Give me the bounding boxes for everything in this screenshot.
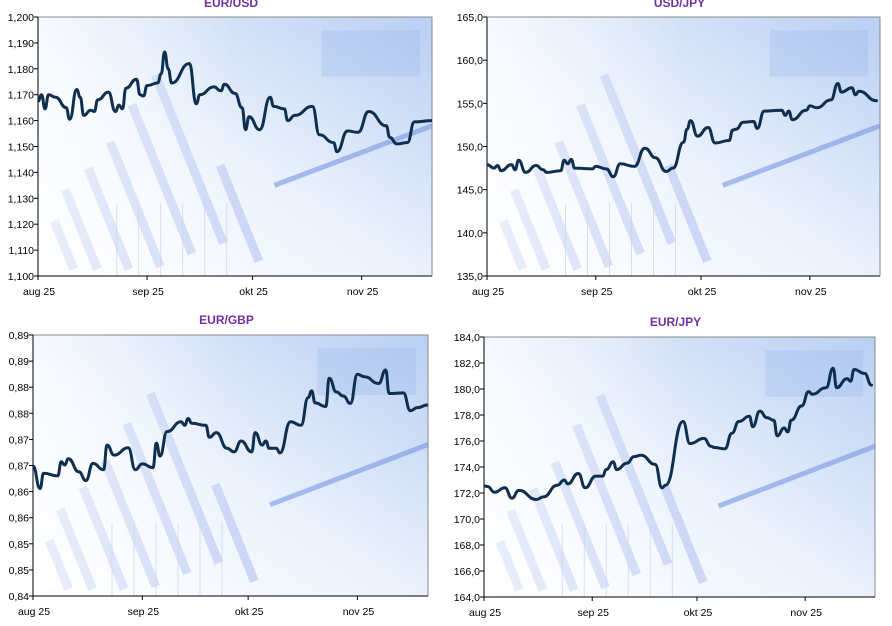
y-tick-label: 135,0 — [457, 271, 483, 283]
y-tick-label: 0,84 — [9, 591, 30, 603]
y-tick-label: 172,0 — [454, 488, 480, 500]
y-tick-label: 155,0 — [457, 98, 483, 110]
y-tick-label: 0,88 — [9, 408, 30, 420]
y-tick-label: 0,86 — [9, 513, 30, 525]
background-fade — [484, 337, 875, 597]
y-tick-label: 1,150 — [8, 142, 34, 154]
plot-background-image — [487, 17, 880, 276]
y-tick-label: 1,170 — [8, 90, 34, 102]
y-tick-label: 0,87 — [9, 461, 30, 473]
y-tick-label: 0,88 — [9, 382, 30, 394]
y-tick-label: 1,160 — [8, 116, 34, 128]
x-tick-label: sep 25 — [128, 606, 160, 618]
chart-usd-jpy: USD/JPY 135,0 140,0 145,0 150,0 155,0 160,0 165… — [457, 0, 881, 298]
chart-eur-jpy: EUR/JPY 164,0 166,0 168,0 170,0 172,0 174,0 176… — [454, 315, 876, 619]
x-tick-label: okt 25 — [688, 286, 717, 298]
series-line — [484, 366, 873, 501]
y-tick-label: 0,87 — [9, 434, 30, 446]
x-tick-label: okt 25 — [235, 606, 264, 618]
y-tick-label: 0,89 — [9, 356, 30, 368]
x-tick-label: aug 25 — [23, 286, 55, 298]
chart-title: EUR/GBP — [199, 313, 254, 327]
plot-background-image — [484, 337, 875, 597]
y-tick-label: 1,110 — [9, 245, 35, 257]
y-tick-label: 170,0 — [454, 514, 480, 526]
background-fade — [38, 17, 432, 276]
x-tick-label: nov 25 — [795, 286, 827, 298]
series-line — [38, 50, 432, 154]
y-tick-label: 164,0 — [454, 592, 480, 604]
x-tick-label: aug 25 — [472, 286, 504, 298]
y-tick-label: 178,0 — [454, 410, 480, 422]
chart-eur-usd: EUR/USD 1,100 1,110 1,120 1,130 1,140 1,150 1,1… — [8, 0, 433, 298]
y-tick-label: 176,0 — [454, 436, 480, 448]
y-tick-label: 1,120 — [8, 219, 34, 231]
chart-title: USD/JPY — [654, 0, 705, 10]
y-tick-label: 1,180 — [8, 64, 34, 76]
series-line — [33, 368, 428, 490]
y-tick-label: 166,0 — [454, 566, 480, 578]
background-fade — [487, 17, 880, 276]
y-tick-label: 174,0 — [454, 462, 480, 474]
y-tick-label: 165,0 — [457, 12, 483, 24]
y-tick-label: 182,0 — [454, 358, 480, 370]
x-tick-label: nov 25 — [347, 286, 379, 298]
y-tick-label: 0,89 — [9, 330, 30, 342]
x-tick-label: okt 25 — [239, 286, 268, 298]
y-tick-label: 150,0 — [457, 142, 483, 154]
x-tick-label: nov 25 — [790, 607, 822, 619]
y-tick-label: 168,0 — [454, 540, 480, 552]
y-tick-label: 1,190 — [8, 38, 34, 50]
chart-title: EUR/JPY — [650, 315, 701, 329]
y-tick-label: 1,130 — [8, 193, 34, 205]
y-tick-label: 0,86 — [9, 487, 30, 499]
series-line — [487, 82, 878, 179]
y-tick-label: 0,85 — [9, 565, 30, 577]
plot-background-image — [38, 17, 432, 276]
chart-title: EUR/USD — [204, 0, 258, 10]
chart-eur-gbp: EUR/GBP 0,84 0,85 0,85 0,86 0,86 0,87 0,87 0,88 0… — [9, 313, 429, 618]
x-tick-label: sep 25 — [581, 286, 613, 298]
y-tick-label: 140,0 — [457, 228, 483, 240]
x-tick-label: aug 25 — [18, 606, 50, 618]
y-tick-label: 1,100 — [8, 271, 34, 283]
y-tick-label: 184,0 — [454, 332, 480, 344]
x-tick-label: sep 25 — [577, 607, 609, 619]
x-tick-label: nov 25 — [343, 606, 375, 618]
x-tick-label: okt 25 — [684, 607, 713, 619]
x-tick-label: sep 25 — [132, 286, 164, 298]
y-tick-label: 1,200 — [8, 12, 34, 24]
y-tick-label: 0,85 — [9, 539, 30, 551]
y-tick-label: 160,0 — [457, 55, 483, 67]
y-tick-label: 180,0 — [454, 384, 480, 396]
x-tick-label: aug 25 — [469, 607, 501, 619]
y-tick-label: 1,140 — [8, 167, 34, 179]
y-tick-label: 145,0 — [457, 185, 483, 197]
